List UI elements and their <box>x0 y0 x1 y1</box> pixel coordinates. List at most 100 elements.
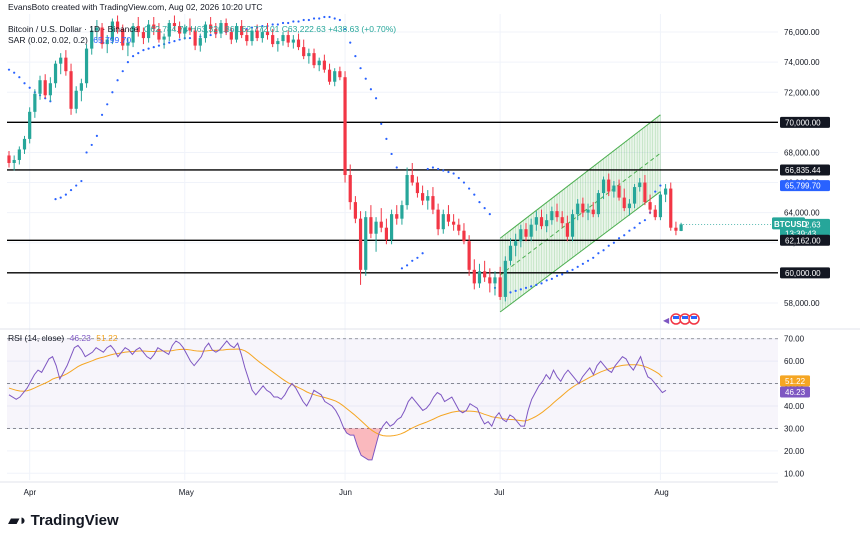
rsi-legend[interactable]: RSI (14, close) 46.23 51.22 <box>8 333 118 344</box>
candle-body[interactable] <box>467 241 471 270</box>
candle-body[interactable] <box>648 202 652 210</box>
candle-body[interactable] <box>188 27 192 31</box>
candle-body[interactable] <box>224 23 228 33</box>
candle-body[interactable] <box>570 214 575 237</box>
candle-body[interactable] <box>152 24 156 30</box>
candle-body[interactable] <box>529 224 533 237</box>
candle-body[interactable] <box>203 24 208 39</box>
channel-lower-line[interactable] <box>499 191 661 313</box>
candle-body[interactable] <box>591 209 595 215</box>
candle-body[interactable] <box>586 209 590 213</box>
candle-body[interactable] <box>638 182 642 188</box>
candle-body[interactable] <box>198 38 202 46</box>
candle-body[interactable] <box>483 271 487 278</box>
candle-body[interactable] <box>601 179 606 194</box>
candle-body[interactable] <box>353 202 357 219</box>
candle-body[interactable] <box>229 32 233 40</box>
candle-body[interactable] <box>622 197 626 209</box>
candle-body[interactable] <box>64 57 68 72</box>
rsi-title[interactable]: RSI (14, close) <box>8 333 65 343</box>
candle-body[interactable] <box>69 71 73 109</box>
candle-body[interactable] <box>343 77 347 176</box>
candle-body[interactable] <box>178 26 182 34</box>
candle-body[interactable] <box>607 179 611 192</box>
candle-body[interactable] <box>255 30 259 39</box>
candle-body[interactable] <box>234 26 239 40</box>
symbol-legend[interactable]: Bitcoin / U.S. Dollar · 1D · Binance O62… <box>8 24 396 35</box>
candle-body[interactable] <box>431 196 435 210</box>
candle-body[interactable] <box>100 27 104 45</box>
candle-body[interactable] <box>369 217 373 234</box>
candle-body[interactable] <box>524 229 528 237</box>
candle-body[interactable] <box>421 193 425 201</box>
candle-body[interactable] <box>17 149 21 160</box>
candle-body[interactable] <box>59 57 63 64</box>
candle-body[interactable] <box>503 260 507 297</box>
candle-body[interactable] <box>183 27 187 34</box>
candle-body[interactable] <box>38 80 42 94</box>
candle-body[interactable] <box>338 71 342 78</box>
candle-body[interactable] <box>271 35 275 45</box>
candle-body[interactable] <box>22 138 27 150</box>
candle-body[interactable] <box>43 80 47 96</box>
candle-body[interactable] <box>674 227 678 231</box>
candle-body[interactable] <box>146 24 151 39</box>
candle-body[interactable] <box>317 60 321 66</box>
candle-body[interactable] <box>560 217 564 224</box>
candle-body[interactable] <box>265 32 270 36</box>
main-pane[interactable]: 58,000.0060,000.0062,000.0064,000.0066,0… <box>7 14 830 480</box>
candle-body[interactable] <box>679 224 683 231</box>
candle-body[interactable] <box>167 23 171 37</box>
candle-body[interactable] <box>534 217 538 225</box>
candle-body[interactable] <box>291 39 295 43</box>
candle-body[interactable] <box>84 48 89 84</box>
candle-body[interactable] <box>276 41 280 45</box>
candle-body[interactable] <box>12 159 16 163</box>
candle-body[interactable] <box>312 53 316 66</box>
candle-body[interactable] <box>400 205 404 219</box>
candle-body[interactable] <box>446 214 451 222</box>
candle-body[interactable] <box>374 221 378 234</box>
candle-body[interactable] <box>33 93 37 112</box>
candle-body[interactable] <box>286 35 290 43</box>
candle-body[interactable] <box>617 185 621 198</box>
channel-mid-line[interactable] <box>499 152 661 276</box>
candle-body[interactable] <box>452 221 456 225</box>
candle-body[interactable] <box>514 241 518 246</box>
candle-body[interactable] <box>90 30 94 49</box>
candle-body[interactable] <box>110 21 114 40</box>
tradingview-logo[interactable]: ▰◗ TradingView <box>8 511 119 529</box>
candle-body[interactable] <box>348 175 352 203</box>
candle-body[interactable] <box>389 214 394 240</box>
candle-body[interactable] <box>627 203 631 209</box>
candle-body[interactable] <box>126 42 130 46</box>
candle-body[interactable] <box>131 26 135 43</box>
candle-body[interactable] <box>493 277 497 284</box>
candle-body[interactable] <box>498 277 502 297</box>
candle-body[interactable] <box>596 193 600 215</box>
candle-body[interactable] <box>426 196 430 201</box>
candle-body[interactable] <box>436 209 440 230</box>
candle-body[interactable] <box>550 211 554 221</box>
candle-body[interactable] <box>136 26 140 33</box>
candle-body[interactable] <box>209 24 213 30</box>
candle-body[interactable] <box>333 71 337 82</box>
candle-body[interactable] <box>327 69 332 82</box>
candle-body[interactable] <box>632 187 637 204</box>
candle-body[interactable] <box>121 29 125 46</box>
symbol-title[interactable]: Bitcoin / U.S. Dollar · 1D · Binance <box>8 24 139 34</box>
candle-body[interactable] <box>296 39 301 48</box>
candle-body[interactable] <box>162 36 166 40</box>
candle-body[interactable] <box>545 220 549 227</box>
candle-body[interactable] <box>555 211 559 218</box>
candle-body[interactable] <box>214 29 218 34</box>
candle-body[interactable] <box>384 227 389 240</box>
candle-body[interactable] <box>322 60 326 70</box>
candle-body[interactable] <box>663 188 668 195</box>
candle-body[interactable] <box>441 214 445 230</box>
candle-body[interactable] <box>307 53 311 57</box>
candle-body[interactable] <box>95 27 99 31</box>
